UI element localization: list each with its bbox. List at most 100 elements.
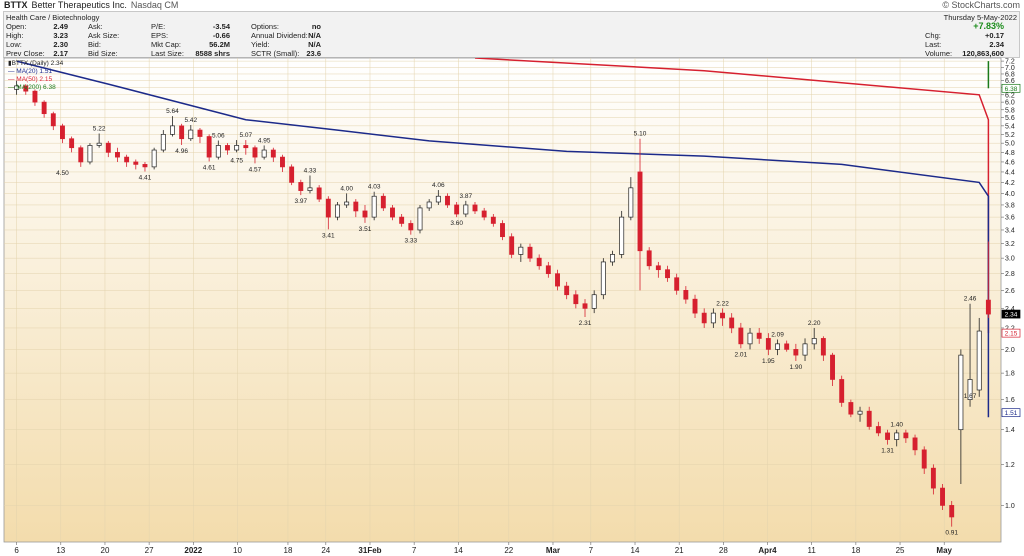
x-tick-label: 31Feb: [358, 546, 381, 555]
candle: [380, 193, 386, 211]
candle-value-label: 4.61: [203, 164, 216, 171]
candle-body: [839, 379, 845, 403]
y-tick-label: 1.8: [1005, 371, 1015, 378]
candle-body: [811, 338, 817, 345]
candle: [683, 286, 689, 304]
exchange: Nasdaq CM: [130, 0, 179, 10]
y-tick-label: 3.0: [1005, 256, 1015, 263]
y-tick-label: 3.8: [1005, 202, 1015, 209]
y-tick-label: 4.0: [1005, 191, 1015, 198]
y-tick-label: 2.6: [1005, 288, 1015, 295]
y-tick-label: 6.0: [1005, 100, 1015, 107]
x-tick-label: 21: [675, 546, 684, 555]
candle-value-label: 2.09: [771, 332, 784, 339]
sctr-label: SCTR (Small):: [251, 49, 300, 58]
candle: [335, 202, 340, 221]
x-tick-label: 7: [589, 546, 594, 555]
quote-date: Thursday 5-May-2022: [943, 13, 1017, 22]
candle: [756, 327, 762, 344]
x-tick-label: 2022: [184, 546, 202, 555]
candle-body: [903, 432, 909, 439]
x-tick-label: 18: [284, 546, 293, 555]
candle: [490, 214, 496, 227]
candle: [903, 429, 909, 443]
candle-body: [490, 216, 496, 224]
candle-value-label: 1.40: [890, 422, 903, 429]
candle-body: [23, 85, 29, 92]
candle-labels: 4.50 5.22 4.41 5.64 4.96 5.42 4.61 5.06 4.75 5.07…: [56, 108, 977, 537]
candle-body: [362, 210, 368, 218]
candle-value-label: 4.50: [56, 170, 69, 177]
options-label: Options:: [251, 22, 279, 31]
candle: [655, 261, 661, 278]
candle: [839, 375, 845, 407]
open-value: 2.49: [53, 22, 68, 31]
candle: [793, 343, 799, 361]
candle: [32, 89, 38, 106]
candle-value-label: 4.03: [368, 184, 381, 191]
candle-value-label: 1.67: [964, 393, 977, 400]
candle-body: [69, 138, 75, 149]
x-tick-label: 13: [56, 546, 65, 555]
candle-body: [115, 152, 120, 158]
candle-body: [170, 125, 175, 135]
candle-body: [307, 187, 313, 191]
candle: [243, 140, 249, 155]
candle: [967, 303, 973, 407]
candle-body: [435, 195, 441, 203]
candle-body: [87, 145, 93, 163]
legend-entry: — MA(20) 1.51: [8, 68, 52, 75]
candle: [775, 339, 780, 356]
candle: [555, 269, 560, 291]
y-tick-label: 6.8: [1005, 71, 1015, 78]
candle-body: [371, 195, 377, 218]
legend: ▮BTTX (Daily) 2.34— MA(20) 1.51— MA(50) …: [8, 60, 64, 91]
candle-value-label: 3.60: [450, 220, 463, 227]
candle: [619, 210, 625, 259]
candle: [280, 154, 285, 172]
y-tick-label: 5.0: [1005, 141, 1015, 148]
candle: [170, 116, 175, 137]
volume-label: Volume:: [925, 49, 953, 58]
x-tick-label: 10: [233, 546, 242, 555]
candle-value-label: 4.57: [249, 166, 262, 173]
candle-value-label: 0.91: [945, 530, 958, 537]
options-value: no: [311, 22, 321, 31]
candle-body: [206, 136, 212, 158]
candle-body: [60, 125, 65, 140]
candle-body: [848, 402, 854, 415]
candle-body: [885, 432, 890, 440]
candle-body: [921, 449, 927, 469]
candle-body: [316, 187, 322, 200]
legend-entry: — MA(50) 2.15: [8, 76, 52, 83]
candle-value-label: 2.22: [716, 300, 729, 307]
candle-value-label: 2.31: [579, 320, 592, 327]
pe-value: -3.54: [212, 22, 230, 31]
candle: [637, 138, 643, 291]
candle: [252, 145, 258, 164]
candle-body: [188, 129, 194, 140]
candle-body: [325, 198, 331, 218]
x-tick-label: 14: [454, 546, 463, 555]
candle: [518, 243, 524, 262]
candle: [270, 147, 276, 162]
candle-body: [830, 354, 835, 380]
candle: [985, 241, 991, 318]
candle-value-label: 5.22: [93, 125, 106, 132]
y-tick-label: 2.8: [1005, 271, 1015, 278]
candle: [463, 200, 469, 218]
x-axis: 6 13 20 27 2022 10 18 24 31Feb 7 14 22 Mar 7 14 21 28 Apr…: [14, 542, 953, 555]
yield-label: Yield:: [251, 40, 270, 49]
candle-body: [683, 290, 689, 300]
candle: [307, 175, 313, 194]
candle: [435, 190, 441, 205]
candle-body: [729, 317, 735, 329]
candle-body: [252, 147, 258, 158]
value-tags: 6.38 2.34 2.15 1.51: [1001, 83, 1021, 417]
candle-body: [518, 246, 524, 255]
plot-series: [14, 58, 991, 527]
candle-body: [298, 182, 304, 191]
candle: [976, 317, 982, 397]
